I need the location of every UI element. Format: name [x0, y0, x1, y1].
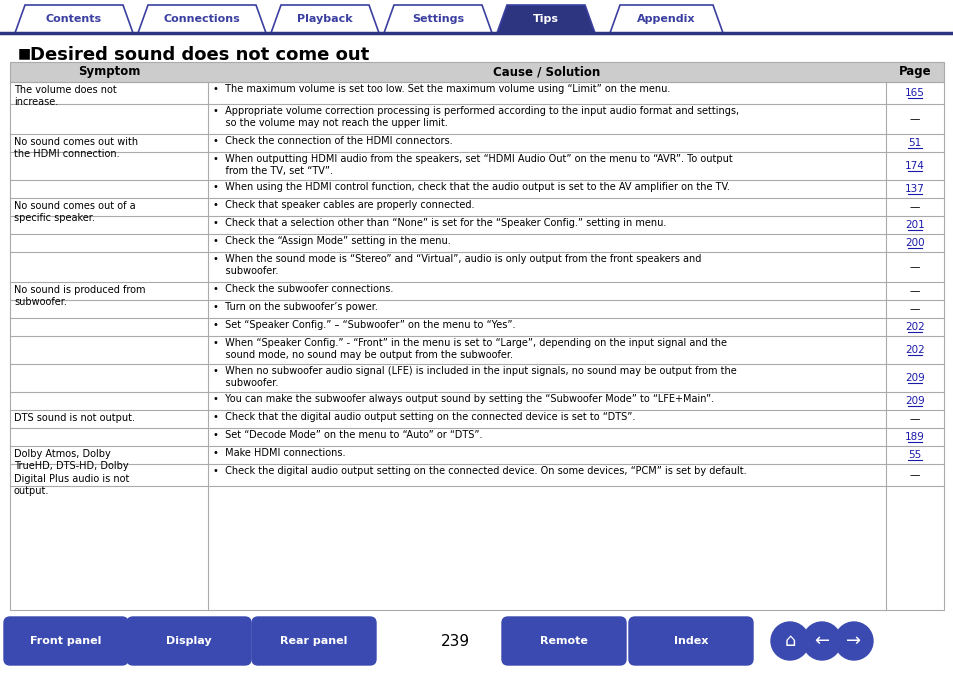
- Text: Tips: Tips: [533, 14, 558, 24]
- Text: —: —: [909, 414, 920, 424]
- Text: 55: 55: [907, 450, 921, 460]
- Text: —: —: [909, 470, 920, 480]
- Text: 165: 165: [904, 88, 924, 98]
- Text: —: —: [909, 304, 920, 314]
- Bar: [10, 62, 943, 82]
- Text: Contents: Contents: [46, 14, 102, 24]
- Text: The volume does not
increase.: The volume does not increase.: [14, 85, 116, 108]
- Text: Connections: Connections: [164, 14, 240, 24]
- FancyBboxPatch shape: [501, 617, 625, 665]
- Text: Remote: Remote: [539, 636, 587, 646]
- Polygon shape: [384, 5, 492, 33]
- Text: •  Check the subwoofer connections.: • Check the subwoofer connections.: [213, 284, 393, 294]
- Text: —: —: [909, 114, 920, 124]
- Text: •  Check that speaker cables are properly connected.: • Check that speaker cables are properly…: [213, 200, 474, 210]
- Text: •  Check the digital audio output setting on the connected device. On some devic: • Check the digital audio output setting…: [213, 466, 746, 476]
- Text: Rear panel: Rear panel: [280, 636, 347, 646]
- Text: Display: Display: [166, 636, 212, 646]
- Polygon shape: [15, 5, 132, 33]
- Text: •  When using the HDMI control function, check that the audio output is set to t: • When using the HDMI control function, …: [213, 182, 729, 192]
- Text: 202: 202: [904, 322, 923, 332]
- Text: Appendix: Appendix: [637, 14, 695, 24]
- Text: ←: ←: [814, 632, 829, 650]
- Text: •  The maximum volume is set too low. Set the maximum volume using “Limit” on th: • The maximum volume is set too low. Set…: [213, 84, 670, 94]
- Text: 209: 209: [904, 373, 923, 383]
- Text: 137: 137: [904, 184, 924, 194]
- Text: •  Make HDMI connections.: • Make HDMI connections.: [213, 448, 345, 458]
- Text: •  Appropriate volume correction processing is performed according to the input : • Appropriate volume correction processi…: [213, 106, 739, 129]
- Text: Desired sound does not come out: Desired sound does not come out: [30, 46, 369, 64]
- Text: Playback: Playback: [297, 14, 353, 24]
- Text: •  When “Speaker Config.” - “Front” in the menu is set to “Large”, depending on : • When “Speaker Config.” - “Front” in th…: [213, 338, 726, 361]
- FancyBboxPatch shape: [4, 617, 128, 665]
- Text: Index: Index: [673, 636, 707, 646]
- Text: •  Check the “Assign Mode” setting in the menu.: • Check the “Assign Mode” setting in the…: [213, 236, 450, 246]
- Text: Dolby Atmos, Dolby
TrueHD, DTS-HD, Dolby
Digital Plus audio is not
output.: Dolby Atmos, Dolby TrueHD, DTS-HD, Dolby…: [14, 449, 130, 496]
- Text: •  Check that the digital audio output setting on the connected device is set to: • Check that the digital audio output se…: [213, 412, 635, 422]
- Text: 51: 51: [907, 138, 921, 148]
- Text: •  Check the connection of the HDMI connectors.: • Check the connection of the HDMI conne…: [213, 136, 452, 146]
- Text: Front panel: Front panel: [30, 636, 102, 646]
- FancyBboxPatch shape: [252, 617, 375, 665]
- Text: •  When outputting HDMI audio from the speakers, set “HDMI Audio Out” on the men: • When outputting HDMI audio from the sp…: [213, 154, 732, 176]
- Text: •  When the sound mode is “Stereo” and “Virtual”, audio is only output from the : • When the sound mode is “Stereo” and “V…: [213, 254, 700, 277]
- Text: No sound comes out of a
specific speaker.: No sound comes out of a specific speaker…: [14, 201, 135, 223]
- Text: 209: 209: [904, 396, 923, 406]
- Text: •  Set “Speaker Config.” – “Subwoofer” on the menu to “Yes”.: • Set “Speaker Config.” – “Subwoofer” on…: [213, 320, 515, 330]
- Text: —: —: [909, 202, 920, 212]
- Text: —: —: [909, 262, 920, 272]
- Text: DTS sound is not output.: DTS sound is not output.: [14, 413, 135, 423]
- FancyBboxPatch shape: [127, 617, 251, 665]
- Text: Symptom: Symptom: [78, 65, 140, 79]
- Text: —: —: [909, 286, 920, 296]
- Circle shape: [770, 622, 808, 660]
- Bar: [10, 82, 943, 610]
- Text: 200: 200: [904, 238, 923, 248]
- Text: •  You can make the subwoofer always output sound by setting the “Subwoofer Mode: • You can make the subwoofer always outp…: [213, 394, 714, 404]
- Text: 201: 201: [904, 220, 923, 230]
- Text: Settings: Settings: [412, 14, 463, 24]
- FancyBboxPatch shape: [628, 617, 752, 665]
- Text: 189: 189: [904, 432, 924, 442]
- Text: →: →: [845, 632, 861, 650]
- Polygon shape: [609, 5, 722, 33]
- Text: •  Check that a selection other than “None” is set for the “Speaker Config.” set: • Check that a selection other than “Non…: [213, 218, 666, 228]
- Text: •  When no subwoofer audio signal (LFE) is included in the input signals, no sou: • When no subwoofer audio signal (LFE) i…: [213, 366, 736, 388]
- Text: ■: ■: [18, 46, 31, 60]
- Text: No sound is produced from
subwoofer.: No sound is produced from subwoofer.: [14, 285, 146, 308]
- Circle shape: [834, 622, 872, 660]
- Circle shape: [802, 622, 841, 660]
- Polygon shape: [271, 5, 378, 33]
- Text: 174: 174: [904, 161, 924, 171]
- Text: •  Set “Decode Mode” on the menu to “Auto” or “DTS”.: • Set “Decode Mode” on the menu to “Auto…: [213, 430, 482, 440]
- Text: ⌂: ⌂: [783, 632, 795, 650]
- Text: •  Turn on the subwoofer’s power.: • Turn on the subwoofer’s power.: [213, 302, 377, 312]
- Polygon shape: [138, 5, 266, 33]
- Polygon shape: [497, 5, 595, 33]
- Text: Cause / Solution: Cause / Solution: [493, 65, 600, 79]
- Text: 202: 202: [904, 345, 923, 355]
- Text: Page: Page: [898, 65, 930, 79]
- Text: 239: 239: [440, 633, 469, 649]
- Text: No sound comes out with
the HDMI connection.: No sound comes out with the HDMI connect…: [14, 137, 138, 160]
